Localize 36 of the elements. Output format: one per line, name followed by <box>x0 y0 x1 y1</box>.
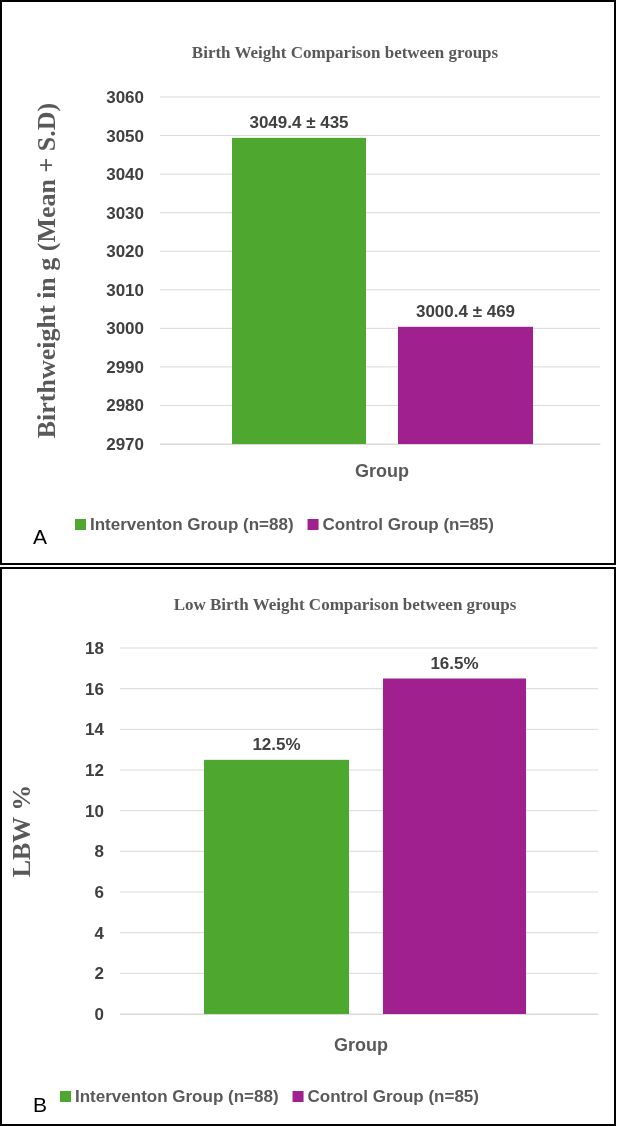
legend-label: Control Group (n=85) <box>307 1087 479 1106</box>
y-tick-label: 8 <box>94 842 104 862</box>
data-label: 3000.4 ± 469 <box>415 301 516 321</box>
y-tick-label: 18 <box>85 638 104 658</box>
chart-title: Low Birth Weight Comparison between groups <box>173 595 517 614</box>
y-tick-label: 2990 <box>106 357 144 377</box>
y-tick-label: 3000 <box>106 319 144 339</box>
y-tick-label: 2970 <box>106 434 144 454</box>
y-tick-label: 3040 <box>106 165 144 185</box>
legend-label: Control Group (n=85) <box>322 515 494 534</box>
y-tick-label: 3060 <box>106 87 144 107</box>
text: A <box>32 525 48 548</box>
data-label: 3049.4 ± 435 <box>249 112 349 132</box>
y-tick-label: 3050 <box>106 126 144 146</box>
y-tick-label: 3030 <box>106 203 144 223</box>
x-axis-title: Group <box>334 1035 388 1055</box>
legend-label: Interventon Group (n=88) <box>90 515 294 534</box>
y-tick-label: 2 <box>94 964 104 984</box>
y-tick-label: 14 <box>85 720 105 740</box>
y-tick-label: 12 <box>85 760 104 780</box>
y-axis-title: LBW % <box>7 784 36 878</box>
y-tick-label: 10 <box>85 801 104 821</box>
y-tick-label: 0 <box>94 1004 104 1024</box>
y-tick-label: 3020 <box>106 242 144 262</box>
text: B <box>32 1093 48 1116</box>
y-tick-label: 2980 <box>106 396 144 416</box>
data-label: 12.5% <box>252 734 301 754</box>
y-tick-label: 6 <box>94 882 104 902</box>
y-tick-label: 3010 <box>106 280 144 300</box>
y-axis-title: Birthweight in g (Mean + S.D) <box>32 102 61 439</box>
y-tick-label: 16 <box>85 679 104 699</box>
chart-title: Birth Weight Comparison between groups <box>191 43 499 62</box>
data-label: 16.5% <box>430 653 479 673</box>
y-tick-label: 4 <box>94 923 105 943</box>
legend-label: Interventon Group (n=88) <box>75 1087 279 1106</box>
x-axis-title: Group <box>355 461 409 481</box>
